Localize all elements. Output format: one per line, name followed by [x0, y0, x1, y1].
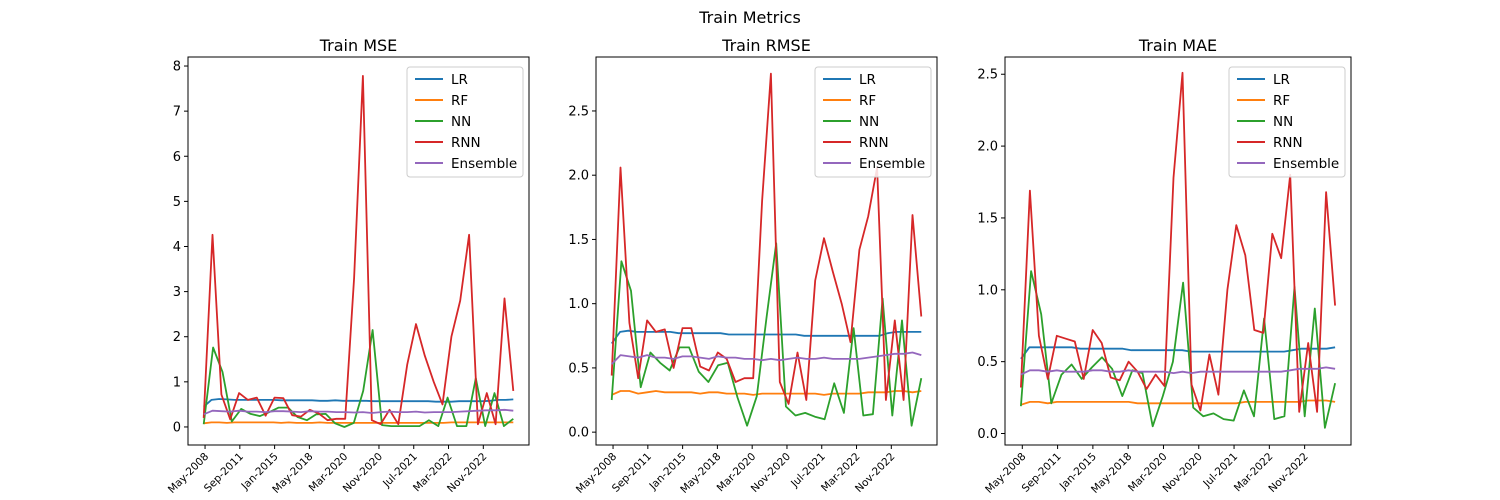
- legend-label-lr: LR: [1273, 72, 1290, 88]
- series-line-nn: [610, 242, 923, 427]
- legend-label-ensemble: Ensemble: [859, 156, 925, 172]
- y-tick-label: 1.5: [977, 211, 998, 226]
- legend-label-rnn: RNN: [451, 135, 481, 151]
- y-tick-label: 5: [173, 195, 181, 210]
- series-line-lr: [203, 398, 514, 408]
- legend-label-lr: LR: [451, 72, 468, 88]
- y-tick-label: 1.0: [568, 297, 589, 312]
- legend-label-rnn: RNN: [1273, 135, 1303, 151]
- series-line-nn: [202, 329, 514, 428]
- y-tick-label: 1.5: [568, 233, 589, 248]
- y-tick-label: 2.5: [977, 68, 998, 83]
- y-tick-label: 4: [173, 240, 181, 255]
- y-tick-label: 0.0: [568, 426, 589, 441]
- series-line-rf: [203, 421, 514, 425]
- series-line-rf: [1020, 399, 1336, 406]
- y-tick-label: 0.5: [568, 361, 589, 376]
- legend-label-nn: NN: [1273, 114, 1293, 130]
- y-tick-label: 1: [173, 375, 181, 390]
- legend-box: [406, 66, 524, 178]
- panel-title: Train MAE: [1138, 36, 1217, 55]
- legend-label-ensemble: Ensemble: [1273, 156, 1339, 172]
- legend-label-rf: RF: [859, 93, 876, 109]
- series-line-ensemble: [203, 408, 514, 416]
- y-tick-label: 7: [173, 105, 181, 120]
- legend-label-ensemble: Ensemble: [451, 156, 517, 172]
- plot-frame: [187, 56, 530, 446]
- series-line-ensemble: [1020, 366, 1336, 376]
- y-tick-label: 1.0: [977, 283, 998, 298]
- y-tick-label: 2.0: [977, 140, 998, 155]
- figure-title: Train Metrics: [698, 8, 801, 27]
- panel-train-mae: Train MAE0.00.51.01.52.02.5May-2008Sep-2…: [977, 36, 1352, 496]
- panel-title: Train MSE: [319, 36, 398, 55]
- series-line-rnn: [1020, 71, 1336, 413]
- series-line-lr: [1020, 346, 1336, 360]
- legend-label-rf: RF: [451, 93, 468, 109]
- y-tick-label: 6: [173, 150, 181, 165]
- legend-label-nn: NN: [859, 114, 879, 130]
- plot-frame: [595, 56, 938, 446]
- legend-box: [1228, 66, 1346, 178]
- y-tick-label: 0.5: [977, 355, 998, 370]
- legend-box: [814, 66, 932, 178]
- panel-train-mse: Train MSE012345678May-2008Sep-2011Jan-20…: [166, 36, 530, 496]
- y-tick-label: 2.5: [568, 104, 589, 119]
- legend-label-rf: RF: [1273, 93, 1290, 109]
- series-line-lr: [610, 329, 922, 345]
- series-line-nn: [1020, 270, 1336, 429]
- panel-train-rmse: Train RMSE0.00.51.01.52.02.5May-2008Sep-…: [568, 36, 938, 496]
- y-tick-label: 0.0: [977, 427, 998, 442]
- y-tick-label: 2: [173, 330, 181, 345]
- series-line-ensemble: [611, 351, 922, 365]
- legend-label-lr: LR: [859, 72, 876, 88]
- y-tick-label: 3: [173, 285, 181, 300]
- series-line-rnn: [202, 75, 515, 426]
- series-line-rf: [611, 390, 922, 396]
- panel-title: Train RMSE: [721, 36, 811, 55]
- y-tick-label: 2.0: [568, 169, 589, 184]
- y-tick-label: 8: [173, 60, 181, 75]
- plot-frame: [1004, 56, 1352, 446]
- y-tick-label: 0: [173, 420, 181, 435]
- series-line-rnn: [610, 72, 923, 405]
- legend-label-nn: NN: [451, 114, 471, 130]
- legend-label-rnn: RNN: [859, 135, 889, 151]
